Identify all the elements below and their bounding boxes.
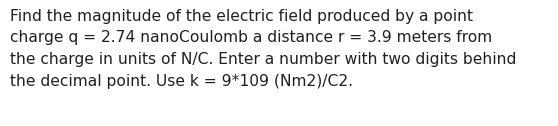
Text: Find the magnitude of the electric field produced by a point
charge q = 2.74 nan: Find the magnitude of the electric field… (10, 9, 516, 89)
